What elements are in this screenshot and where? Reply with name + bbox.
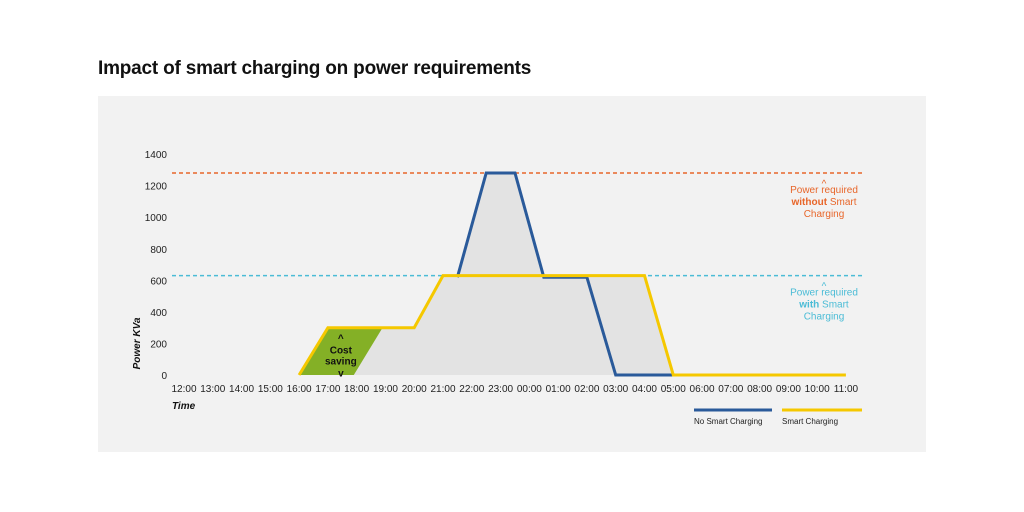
chart-title: Impact of smart charging on power requir…	[98, 58, 532, 79]
x-tick-label: 13:00	[200, 384, 225, 395]
x-tick-label: 20:00	[402, 384, 427, 395]
series-line-smart-charging	[297, 274, 846, 377]
cost-saving-arrow-up: ^	[338, 334, 344, 345]
x-tick-label: 21:00	[431, 384, 456, 395]
reference-label-line2: with Smart	[798, 300, 849, 311]
x-tick-label: 00:00	[517, 384, 542, 395]
cost-saving-arrow-down: v	[338, 369, 344, 380]
x-tick-label: 05:00	[661, 384, 686, 395]
reference-label-line3: Charging	[804, 209, 845, 220]
y-tick-label: 800	[150, 245, 167, 256]
x-tick-label: 10:00	[805, 384, 830, 395]
x-tick-label: 18:00	[344, 384, 369, 395]
x-tick-label: 12:00	[171, 384, 196, 395]
reference-arrow: ^	[822, 179, 827, 190]
y-tick-label: 1200	[145, 182, 168, 193]
y-tick-label: 1400	[145, 150, 168, 161]
reference-label-suffix: Smart	[819, 300, 849, 311]
cost-saving-label-line1: Cost	[330, 346, 353, 357]
x-tick-label: 17:00	[315, 384, 340, 395]
x-tick-label: 14:00	[229, 384, 254, 395]
y-tick-label: 0	[161, 371, 167, 382]
x-axis-label: Time	[172, 401, 196, 412]
legend-label-smart-charging: Smart Charging	[782, 417, 838, 426]
cost-saving-area	[299, 327, 383, 375]
demand-area	[184, 173, 846, 375]
x-tick-label: 15:00	[258, 384, 283, 395]
x-tick-label: 23:00	[488, 384, 513, 395]
x-tick-label: 03:00	[603, 384, 628, 395]
x-tick-label: 16:00	[287, 384, 312, 395]
reference-label-bold: without	[791, 197, 828, 208]
x-tick-label: 08:00	[747, 384, 772, 395]
reference-label-bold: with	[798, 300, 819, 311]
x-tick-label: 02:00	[574, 384, 599, 395]
x-tick-label: 11:00	[834, 384, 859, 395]
x-tick-label: 19:00	[373, 384, 398, 395]
x-tick-label: 01:00	[546, 384, 571, 395]
cost-saving-label-line2: saving	[325, 357, 357, 368]
reference-label-line1: Power required	[790, 288, 858, 299]
reference-arrow: ^	[822, 282, 827, 293]
y-tick-label: 400	[150, 308, 167, 319]
y-axis-label: Power KVa	[132, 317, 143, 369]
x-tick-label: 06:00	[690, 384, 715, 395]
x-tick-label: 07:00	[718, 384, 743, 395]
y-tick-label: 1000	[145, 213, 168, 224]
series-line-no-smart-charging	[455, 171, 674, 377]
x-tick-label: 04:00	[632, 384, 657, 395]
reference-label-line2: without Smart	[791, 197, 857, 208]
reference-label-line3: Charging	[804, 312, 845, 323]
reference-label-line1: Power required	[790, 185, 858, 196]
y-tick-label: 200	[150, 339, 167, 350]
legend-label-no-smart-charging: No Smart Charging	[694, 417, 762, 426]
reference-label-suffix: Smart	[827, 197, 857, 208]
x-tick-label: 09:00	[776, 384, 801, 395]
y-tick-label: 600	[150, 276, 167, 287]
x-tick-label: 22:00	[459, 384, 484, 395]
